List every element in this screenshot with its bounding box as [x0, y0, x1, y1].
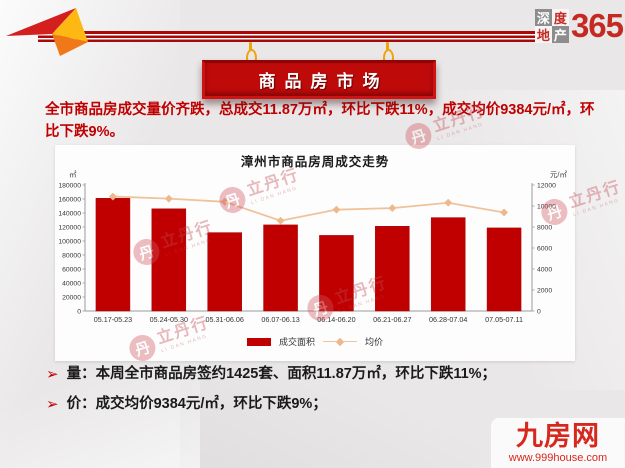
svg-text:06.21-06.27: 06.21-06.27	[373, 315, 411, 324]
svg-text:60000: 60000	[62, 266, 81, 273]
legend-bar-label: 成交面积	[278, 337, 315, 347]
bullet-price-text: 价：成交均价9384元/㎡，环比下跌9%；	[66, 396, 327, 412]
svg-text:0: 0	[77, 308, 81, 315]
svg-text:05.17-05.23: 05.17-05.23	[94, 315, 132, 324]
bullet-volume-text: 量：本周全市商品房签约1425套、面积11.87万㎡，环比下跌11%；	[66, 366, 497, 382]
site-logo: 九房网 www.999house.com	[491, 418, 625, 468]
brand-char: 深	[534, 9, 552, 26]
arrow-bullet-icon: ➢	[46, 396, 59, 413]
svg-text:2000: 2000	[537, 287, 552, 294]
key-points-list: ➢ 量：本周全市商品房签约1425套、面积11.87万㎡，环比下跌11%； ➢ …	[46, 364, 602, 424]
svg-text:20000: 20000	[62, 294, 81, 301]
section-title: 商品房市场	[258, 72, 389, 91]
svg-text:4000: 4000	[537, 266, 552, 273]
svg-text:06.28-07.04: 06.28-07.04	[429, 315, 467, 324]
svg-text:0: 0	[537, 308, 541, 315]
svg-text:06.14-06.20: 06.14-06.20	[317, 315, 355, 324]
summary-text: 全市商品房成交量价齐跌，总成交11.87万㎡，环比下跌11%，成交均价9384元…	[45, 102, 595, 141]
site-logo-url: www.999house.com	[508, 451, 608, 464]
site-logo-name: 九房网	[516, 420, 600, 451]
svg-text:8000: 8000	[537, 224, 552, 231]
svg-text:6000: 6000	[537, 245, 552, 252]
chart-title: 漳州市商品房周成交走势	[240, 155, 390, 169]
svg-text:40000: 40000	[62, 280, 81, 287]
svg-text:100000: 100000	[58, 238, 81, 245]
svg-text:05.24-05.30: 05.24-05.30	[150, 315, 188, 324]
svg-text:12000: 12000	[537, 182, 556, 189]
paper-plane-arrow-icon	[6, 8, 88, 56]
brand-char: 地	[534, 26, 552, 43]
brand-char: 产	[551, 26, 569, 43]
list-item: ➢ 价：成交均价9384元/㎡，环比下跌9%；	[46, 394, 602, 415]
svg-text:120000: 120000	[58, 224, 81, 231]
svg-text:07.05-07.11: 07.05-07.11	[485, 315, 523, 324]
svg-text:180000: 180000	[58, 182, 81, 189]
list-item: ➢ 量：本周全市商品房签约1425套、面积11.87万㎡，环比下跌11%；	[46, 364, 602, 385]
svg-text:06.07-06.13: 06.07-06.13	[261, 315, 299, 324]
chart-legend: 成交面积 均价	[55, 335, 575, 348]
legend-line-swatch	[323, 337, 357, 346]
header-rule-line	[38, 31, 535, 42]
svg-text:140000: 140000	[58, 210, 81, 217]
chart-card: 漳州市商品房周成交走势 ㎡ 元/㎡ 0 20000 40000 60000 80000 1…	[55, 145, 575, 361]
svg-text:10000: 10000	[537, 203, 556, 210]
brand-logo: 深 度 地 产 365	[534, 7, 624, 44]
weekly-transactions-chart: 0200004000060000800001000001200001400001…	[58, 182, 556, 324]
legend-bar-swatch	[246, 337, 271, 346]
brand-logo-grid: 深 度 地 产	[534, 9, 569, 43]
arrow-bullet-icon: ➢	[46, 366, 59, 383]
svg-text:80000: 80000	[62, 252, 81, 259]
section-sign-board: 商品房市场	[202, 60, 436, 99]
svg-text:05.31-06.06: 05.31-06.06	[206, 315, 244, 324]
brand-number: 365	[570, 7, 624, 44]
svg-text:160000: 160000	[58, 196, 81, 203]
legend-line-label: 均价	[365, 337, 384, 347]
brand-char: 度	[551, 9, 569, 26]
